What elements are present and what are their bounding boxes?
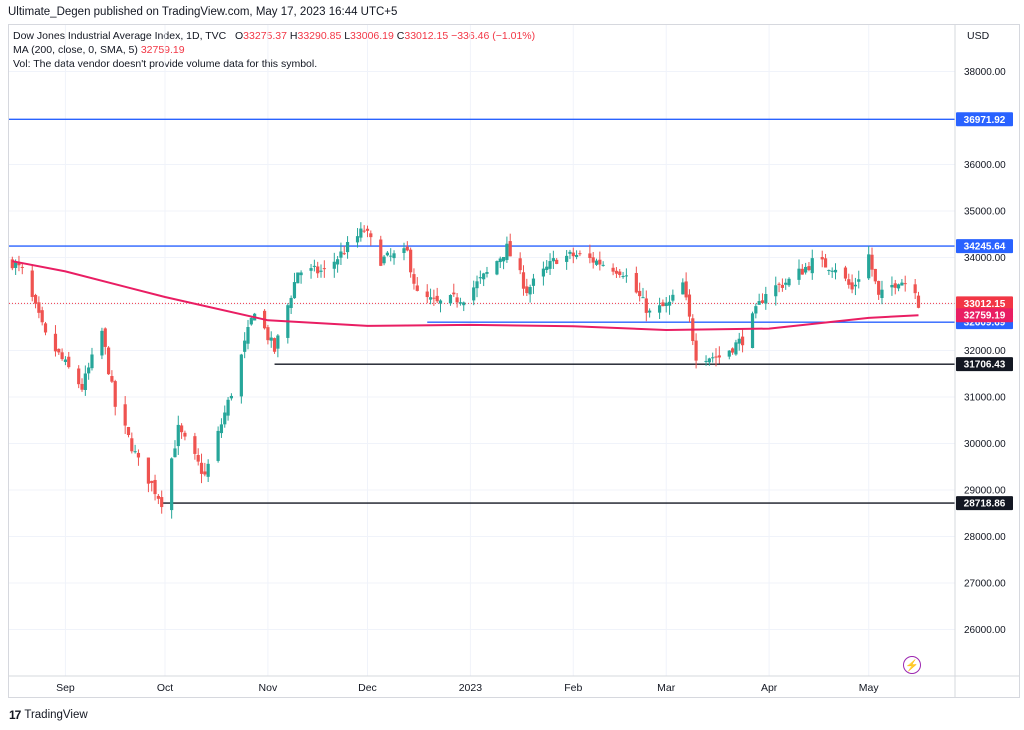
open-value: 33275.37: [243, 30, 287, 42]
publisher-line: Ultimate_Degen published on TradingView.…: [8, 6, 398, 18]
logo-text: TradingView: [24, 709, 88, 721]
high-label: H: [289, 30, 298, 42]
volume-note: Vol: The data vendor doesn't provide vol…: [13, 58, 318, 70]
chart-frame: [8, 24, 1020, 698]
low-value: 33006.19: [350, 30, 394, 42]
close-value: 33012.15: [404, 30, 449, 42]
lightning-icon[interactable]: ⚡: [903, 656, 921, 674]
low-label: L: [344, 30, 351, 42]
ma-row[interactable]: MA (200, close, 0, SMA, 5) 32759.19: [13, 43, 535, 57]
high-value: 33290.85: [297, 30, 342, 42]
symbol-name[interactable]: Dow Jones Industrial Average Index, 1D, …: [13, 30, 227, 42]
logo-mark: 17: [9, 708, 21, 722]
ma-label: MA (200, close, 0, SMA, 5): [13, 44, 138, 56]
ma-value: 32759.19: [140, 44, 185, 56]
tradingview-logo[interactable]: 17 TradingView: [9, 708, 88, 722]
change-value: −336.46 (−1.01%): [451, 30, 536, 42]
close-label: C: [396, 30, 405, 42]
symbol-ohlc-row: Dow Jones Industrial Average Index, 1D, …: [13, 29, 535, 43]
open-label: O: [235, 30, 244, 42]
chart-legend: Dow Jones Industrial Average Index, 1D, …: [13, 29, 535, 71]
